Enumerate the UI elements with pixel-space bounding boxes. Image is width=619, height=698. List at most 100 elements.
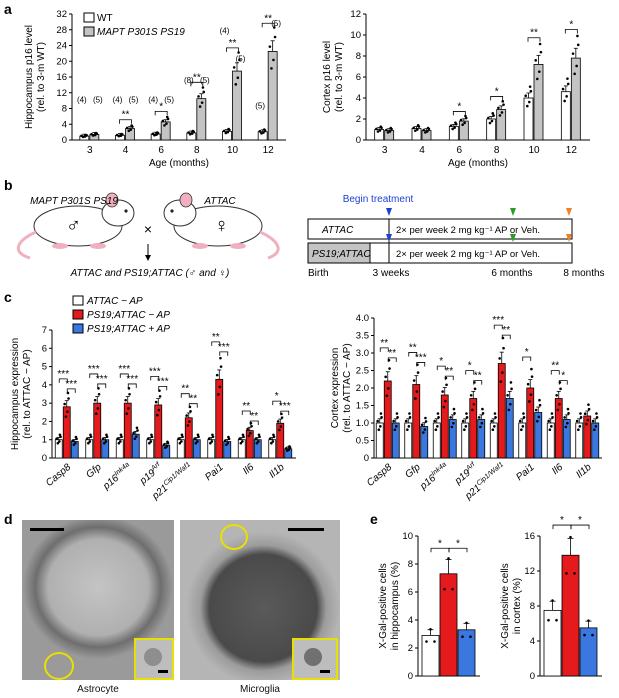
bar [448,419,457,459]
bar [575,422,584,459]
bar [439,573,458,677]
y-tick-label: 6 [408,587,413,598]
data-point [135,435,138,438]
timeline-treatment-text-2: 2× per week 2 mg kg⁻¹ AP or Veh. [396,249,540,260]
data-point [497,106,500,110]
data-point [441,390,444,393]
data-point [196,440,199,443]
timeline-3weeks-label: 3 weeks [373,268,410,279]
data-point [254,437,257,441]
data-point [117,134,121,138]
chart-cortex-expression: 0 0.5 1.0 1.5 2.0 2.5 3.0 3.5 4.0 Casp8 Gfpp16Ink4… [330,313,602,503]
x-tick-label: 6 [457,145,463,156]
data-point [260,132,263,135]
data-point [491,112,495,115]
sig-bracket [272,400,282,406]
data-point [247,434,251,438]
y-axis-label: X-Gal-positive cells [500,563,511,649]
data-point [538,398,541,402]
data-point [579,412,582,415]
y-tick-label: 1.5 [356,401,369,412]
data-point [463,121,466,125]
sig-label: *** [88,364,100,375]
data-point [93,398,97,402]
sig-label: * [456,538,460,549]
data-point [225,443,228,447]
data-point [575,419,579,423]
data-point [246,427,249,431]
data-point [433,640,436,643]
data-point [502,346,505,350]
timeline-treatment-text-1: 2× per week 2 mg kg⁻¹ AP or Veh. [396,225,540,236]
data-point [481,407,484,411]
data-point [569,535,572,539]
y-axis-label-line2: (rel. to 3-m WT) [334,42,345,112]
offspring-label: ATTAC and PS19;ATTAC (♂ and ♀) [70,268,230,279]
gene-label: p16Ink4a [417,461,451,493]
data-point [479,425,482,429]
data-point [88,440,92,443]
highlight-circle-astrocyte [44,652,74,680]
data-point [200,101,204,104]
x-tick-label: 6 [158,145,164,156]
data-point [498,114,502,117]
sig-bracket [379,347,389,352]
data-point [278,428,281,432]
data-point [95,412,98,415]
sig-bracket [119,119,132,124]
sig-bracket [58,378,68,383]
data-point [548,428,552,432]
data-point [258,435,261,439]
sig-label: ** [409,342,417,353]
data-point [164,446,167,449]
mouse-label-ps19: MAPT P301S PS19 [30,196,118,207]
bar [404,422,413,459]
bar [570,57,581,141]
data-point [509,381,513,384]
sig-bracket [493,324,503,330]
bar [421,635,440,677]
bar [523,97,534,141]
data-point [526,104,529,108]
sig-bracket [158,386,168,391]
data-point [493,412,497,415]
sig-bracket [570,524,590,530]
data-point [104,440,108,443]
data-point [465,416,469,419]
data-point [528,100,531,104]
data-point [116,437,119,441]
data-point [587,403,590,406]
y-axis-label-line2: (rel. to ATTAC − AP) [22,349,33,438]
female-symbol: ♀ [214,215,229,237]
data-point [449,124,453,127]
data-point [284,447,288,450]
sig-label: * [569,20,573,31]
arrow-8months-top [566,208,572,216]
sig-label: *** [96,374,108,385]
data-point [180,433,184,437]
bar [579,627,598,677]
data-point [499,380,503,383]
data-point [178,441,182,445]
data-point [451,587,454,591]
data-point [89,435,93,439]
y-tick-label: 10 [350,30,361,41]
data-point [97,392,101,396]
cross-symbol: × [144,221,152,237]
bar [391,422,400,459]
data-point [577,428,580,432]
data-point [67,397,70,400]
data-point [379,425,382,428]
data-point [465,621,468,625]
data-point [146,437,150,441]
data-point [416,128,419,131]
data-point [59,435,62,439]
sig-label: * [561,371,565,382]
data-point [262,131,265,134]
x-tick-label: 8 [194,145,200,156]
mouse-icon-attac [163,192,280,260]
bar [184,417,193,459]
data-point [593,428,596,432]
bar [486,118,497,141]
data-point [194,441,198,445]
